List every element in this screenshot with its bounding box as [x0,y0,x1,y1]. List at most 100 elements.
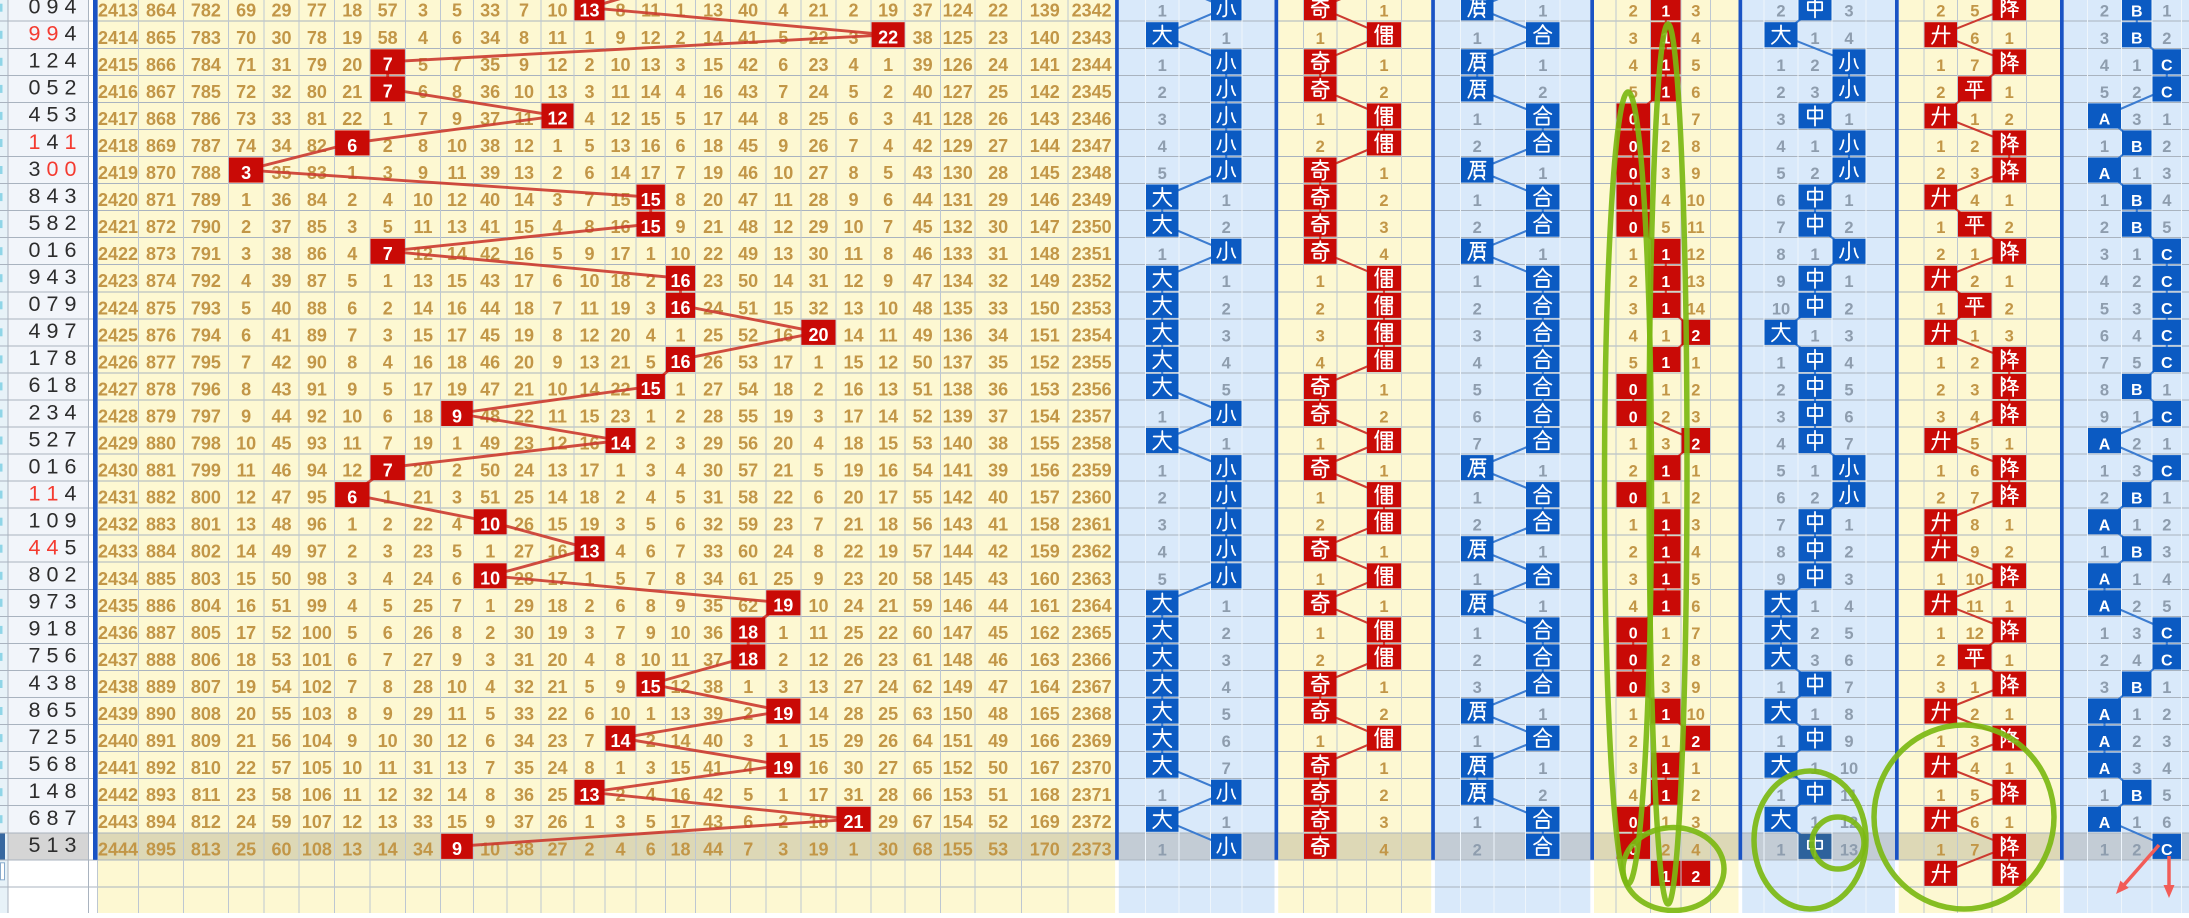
svg-text:33: 33 [271,109,291,129]
svg-text:108: 108 [302,839,332,859]
svg-text:10: 10 [547,379,567,399]
svg-text:9: 9 [1776,571,1785,589]
svg-text:36: 36 [480,82,500,102]
svg-text:29: 29 [703,434,723,454]
svg-text:30: 30 [843,758,863,778]
svg-text:1: 1 [1661,518,1670,535]
svg-text:80: 80 [307,82,327,102]
svg-text:15: 15 [641,190,661,210]
svg-text:25: 25 [514,488,534,508]
svg-text:0: 0 [1629,166,1638,183]
svg-text:4: 4 [646,325,656,345]
svg-text:2359: 2359 [1072,461,1112,481]
svg-text:2: 2 [1844,219,1853,237]
svg-text:16: 16 [703,82,723,102]
svg-text:27: 27 [514,542,534,562]
svg-text:C: C [2161,355,2173,372]
svg-text:1: 1 [2132,57,2141,75]
svg-text:878: 878 [146,379,176,399]
svg-text:2353: 2353 [1072,298,1112,318]
svg-text:14: 14 [808,704,828,724]
svg-text:1: 1 [47,833,59,857]
svg-text:2: 2 [2162,138,2171,156]
svg-text:3: 3 [1970,733,1979,751]
svg-text:31: 31 [514,650,534,670]
svg-text:3: 3 [2132,111,2141,129]
svg-text:5: 5 [584,677,594,697]
svg-text:4: 4 [1691,30,1701,48]
svg-text:2: 2 [813,379,823,399]
svg-text:12: 12 [514,136,534,156]
svg-text:793: 793 [191,298,221,318]
svg-text:4: 4 [1691,544,1701,562]
svg-text:145: 145 [943,569,973,589]
svg-text:8: 8 [485,785,495,805]
svg-text:22: 22 [878,623,898,643]
svg-text:86: 86 [307,244,327,264]
svg-text:2: 2 [1158,490,1167,508]
svg-text:10: 10 [1772,300,1790,318]
svg-text:15: 15 [703,55,723,75]
svg-text:36: 36 [703,623,723,643]
svg-text:142: 142 [1030,82,1060,102]
svg-text:9: 9 [675,596,685,616]
svg-text:20: 20 [878,569,898,589]
svg-text:141: 141 [1030,55,1060,75]
svg-text:5: 5 [65,698,77,722]
svg-text:59: 59 [271,812,291,832]
svg-text:6: 6 [452,569,462,589]
svg-text:2: 2 [646,271,656,291]
svg-text:3: 3 [813,407,823,427]
svg-text:12: 12 [773,217,793,237]
svg-text:8: 8 [65,373,77,397]
svg-text:4: 4 [1629,598,1639,616]
svg-text:13: 13 [547,82,567,102]
svg-text:89: 89 [307,325,327,345]
svg-text:19: 19 [610,298,630,318]
svg-text:4: 4 [1473,354,1483,372]
svg-text:61: 61 [738,569,758,589]
svg-text:A: A [2099,436,2111,453]
svg-text:2: 2 [1379,409,1388,427]
svg-text:8: 8 [47,806,59,830]
svg-text:24: 24 [514,461,534,481]
svg-text:81: 81 [307,109,327,129]
svg-text:28: 28 [413,677,433,697]
svg-text:1: 1 [1661,355,1670,372]
svg-text:2: 2 [65,76,77,100]
svg-text:44: 44 [271,407,291,427]
svg-text:2368: 2368 [1072,704,1112,724]
svg-text:4: 4 [646,488,656,508]
svg-text:2: 2 [1316,652,1325,670]
svg-text:1: 1 [1473,571,1482,589]
svg-text:7: 7 [813,515,823,535]
svg-text:15: 15 [447,271,467,291]
svg-text:2: 2 [1629,544,1638,562]
svg-text:2: 2 [1629,733,1638,751]
svg-text:1: 1 [2100,544,2109,562]
svg-text:128: 128 [943,109,973,129]
svg-text:8: 8 [47,211,59,235]
svg-text:18: 18 [342,1,362,21]
svg-text:6: 6 [383,623,393,643]
svg-text:19: 19 [773,758,793,778]
svg-text:2: 2 [1691,734,1700,751]
svg-text:79: 79 [307,55,327,75]
svg-text:2: 2 [452,461,462,481]
svg-text:1: 1 [1538,598,1547,616]
svg-text:12: 12 [579,325,599,345]
svg-text:62: 62 [913,677,933,697]
svg-text:27: 27 [808,163,828,183]
svg-text:40: 40 [703,731,723,751]
svg-text:2: 2 [2132,841,2141,859]
svg-text:4: 4 [418,28,428,48]
svg-text:88: 88 [307,298,327,318]
svg-text:105: 105 [302,758,332,778]
svg-text:871: 871 [146,190,176,210]
svg-text:1: 1 [1158,409,1167,427]
svg-text:1: 1 [1661,814,1670,832]
svg-text:150: 150 [1030,298,1060,318]
svg-text:3: 3 [1629,300,1638,318]
svg-text:1: 1 [1629,246,1638,264]
svg-text:1: 1 [743,677,753,697]
